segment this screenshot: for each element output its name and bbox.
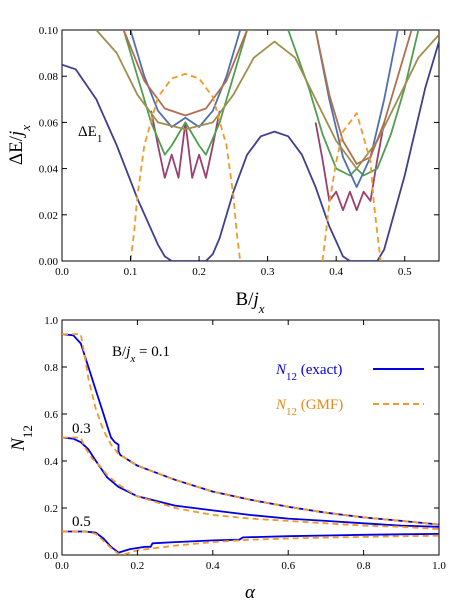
- bottom-x-tick-label: 0.2: [131, 560, 145, 572]
- bottom-series-1-line: [62, 333, 439, 526]
- bottom-y-tick-label: 0.2: [44, 503, 58, 515]
- top-x-tick-label: 0.4: [329, 266, 343, 278]
- bottom-x-tick-label: 0.0: [55, 560, 69, 572]
- top-series-6-line: [129, 73, 242, 261]
- bottom-x-tick-label: 0.8: [357, 560, 371, 572]
- bottom-x-ticks: 0.0 0.2 0.4 0.6 0.8 1.0: [55, 320, 446, 572]
- bottom-y-tick-label: 1.0: [44, 315, 58, 327]
- n12-chart: 0.0 0.2 0.4 0.6 0.8 1.0 0.0 0.2 0.4 0.6 0.8 1.0 B/…: [8, 315, 446, 603]
- top-series-1-line-b: [314, 122, 386, 212]
- bottom-x-tick-label: 0.4: [206, 560, 220, 572]
- bottom-series-2-line: [62, 436, 439, 528]
- top-y-axis-label: ΔE/jx: [6, 125, 33, 165]
- bottom-series-3-line: [62, 436, 439, 530]
- top-series-3-line: [129, 30, 242, 128]
- top-series-6-line-b: [321, 112, 382, 261]
- top-series-5-line-b: [314, 30, 413, 165]
- top-series-0-line: [62, 41, 439, 261]
- bottom-x-tick-label: 0.6: [281, 560, 295, 572]
- legend-gmf-label: N12 (GMF): [275, 397, 343, 418]
- top-x-tick-label: 0.5: [398, 266, 412, 278]
- top-y-tick-label: 0.08: [39, 71, 59, 83]
- top-series-3-line-b: [314, 30, 399, 188]
- legend-exact-label: N12 (exact): [275, 362, 342, 383]
- legend: N12 (exact) N12 (GMF): [275, 362, 424, 418]
- top-x-tick-label: 0.2: [192, 266, 206, 278]
- top-x-ticks: 0.0 0.1 0.2 0.3 0.4 0.5: [55, 30, 412, 278]
- top-y-tick-label: 0.04: [39, 164, 59, 176]
- bottom-y-tick-label: 0.8: [44, 362, 58, 374]
- bottom-series-4-line: [62, 530, 439, 554]
- energy-gap-chart: 0.0 0.1 0.2 0.3 0.4 0.5 0.000.020.040.060.080…: [6, 25, 440, 316]
- top-series-2-line-b: [287, 30, 420, 177]
- bottom-annotation-03: 0.3: [72, 421, 91, 437]
- top-x-axis-label: B/jx: [235, 289, 264, 316]
- top-x-tick-label: 0.3: [261, 266, 275, 278]
- bottom-annotation-05: 0.5: [72, 514, 91, 530]
- bottom-series-0-line: [62, 333, 439, 526]
- top-series-5-line: [122, 30, 248, 117]
- bottom-annotation-b01: B/jx = 0.1: [112, 344, 170, 365]
- bottom-y-ticks: 0.0 0.2 0.4 0.6 0.8 1.0: [44, 315, 439, 562]
- top-series-2-line: [122, 30, 254, 156]
- bottom-y-tick-label: 0.0: [44, 550, 58, 562]
- top-series-4-line: [95, 30, 439, 170]
- top-y-tick-label: 0.02: [39, 210, 58, 222]
- top-series-group: [62, 30, 439, 261]
- top-y-tick-label: 0.00: [39, 256, 59, 268]
- top-x-tick-label: 0.0: [55, 266, 69, 278]
- bottom-series-group: [62, 333, 439, 555]
- top-y-tick-label: 0.06: [39, 117, 59, 129]
- bottom-y-tick-label: 0.4: [44, 456, 58, 468]
- top-x-tick-label: 0.1: [124, 266, 138, 278]
- top-y-tick-label: 0.10: [39, 25, 59, 37]
- bottom-y-tick-label: 0.6: [44, 409, 58, 421]
- top-annotation-delta-e1: ΔE1: [78, 124, 102, 145]
- bottom-y-axis-label: N12: [8, 425, 35, 452]
- top-y-ticks: 0.00 0.02 0.04 0.06 0.08 0.10: [39, 25, 439, 268]
- bottom-series-5-line: [62, 530, 439, 555]
- bottom-x-axis-label: α: [245, 582, 256, 603]
- bottom-x-tick-label: 1.0: [432, 560, 446, 572]
